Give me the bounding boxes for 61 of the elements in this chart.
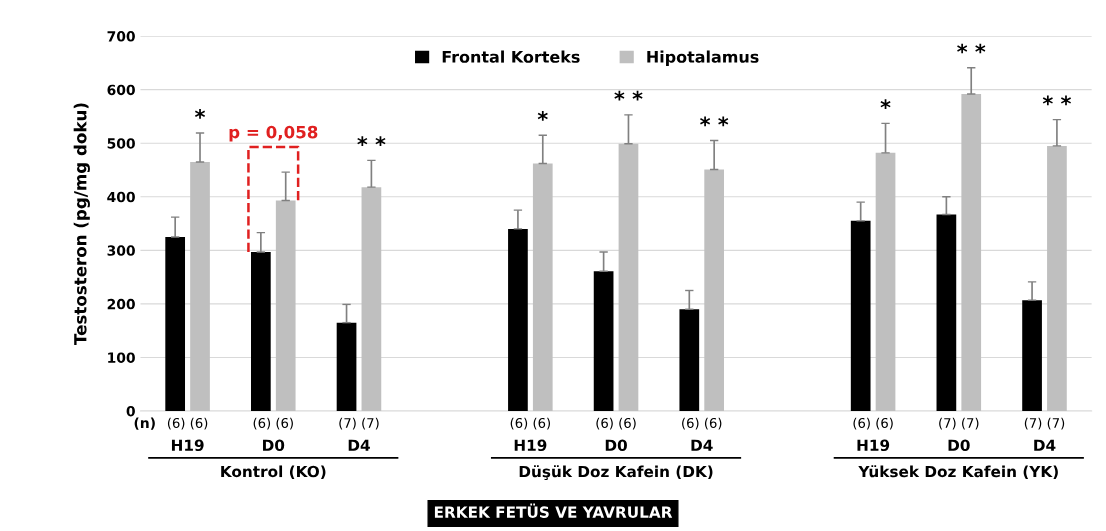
bar: [850, 220, 871, 411]
text: (7) (7): [1024, 417, 1065, 430]
text: (6) (6): [253, 417, 293, 430]
x-tick-label: D4: [1034, 439, 1056, 451]
text: Düşük Doz Kafein (DK): [519, 465, 713, 481]
text: (6) (6): [682, 417, 722, 430]
bar: [936, 214, 957, 411]
y-tick-label: 200: [107, 298, 135, 310]
y-tick-label: 400: [107, 191, 135, 203]
bar: [1047, 145, 1067, 411]
bar: [704, 169, 725, 411]
text: ERKEK FETÜS VE YAVRULAR: [434, 503, 673, 518]
bar: [679, 309, 700, 411]
y-tick-label: 700: [107, 31, 135, 42]
x-tick-label: H19: [857, 439, 890, 452]
bar: [361, 187, 382, 411]
y-tick-label: 500: [107, 138, 135, 149]
bar: [1022, 300, 1042, 411]
x-tick-label: D4: [691, 439, 713, 451]
x-tick-label: D0: [605, 439, 627, 452]
text: Yüksek Doz Kafein (YK): [858, 465, 1058, 480]
x-tick-label: H19: [171, 439, 204, 452]
y-tick-label: 300: [107, 245, 135, 256]
bar: [251, 251, 271, 411]
bar: [532, 163, 553, 411]
x-tick-label: D0: [948, 439, 970, 452]
y-tick-label: 600: [107, 84, 135, 96]
text: (6) (6): [510, 417, 550, 430]
bar: [190, 161, 210, 411]
bar: [961, 93, 982, 411]
bar: [508, 228, 528, 411]
text: (6) (6): [853, 417, 893, 430]
legend-label: Hipotalamus: [647, 50, 759, 66]
data-label: * *: [357, 136, 386, 146]
y-axis-title: Testosteron (pg/mg doku): [73, 103, 90, 345]
y-tick-label: 0: [126, 405, 135, 417]
text: (6) (6): [167, 417, 208, 430]
text: (6) (6): [596, 417, 636, 430]
bar: [165, 236, 186, 411]
x-tick-label: D4: [348, 439, 370, 451]
bar: [336, 322, 357, 411]
x-tick-label: H19: [514, 439, 547, 452]
text: Kontrol (KO): [221, 465, 326, 480]
data-label: * *: [700, 116, 729, 127]
legend-label: Frontal Korteks: [442, 50, 580, 63]
y-tick-label: 100: [108, 352, 135, 363]
x-tick-label: D0: [263, 439, 285, 452]
bar: [593, 271, 614, 411]
data-label: *: [194, 108, 206, 119]
data-label: *: [880, 99, 891, 109]
bar: [618, 143, 639, 411]
bar: [875, 152, 896, 411]
text: (n): [134, 417, 155, 430]
annotation: p = 0,058: [229, 125, 318, 142]
data-label: *: [537, 111, 548, 121]
data-label: * *: [957, 43, 986, 54]
text: (7) (7): [339, 417, 379, 430]
bar: [275, 200, 296, 411]
data-label: * *: [1042, 95, 1072, 106]
data-label: * *: [614, 90, 643, 101]
text: (7) (7): [939, 417, 979, 430]
